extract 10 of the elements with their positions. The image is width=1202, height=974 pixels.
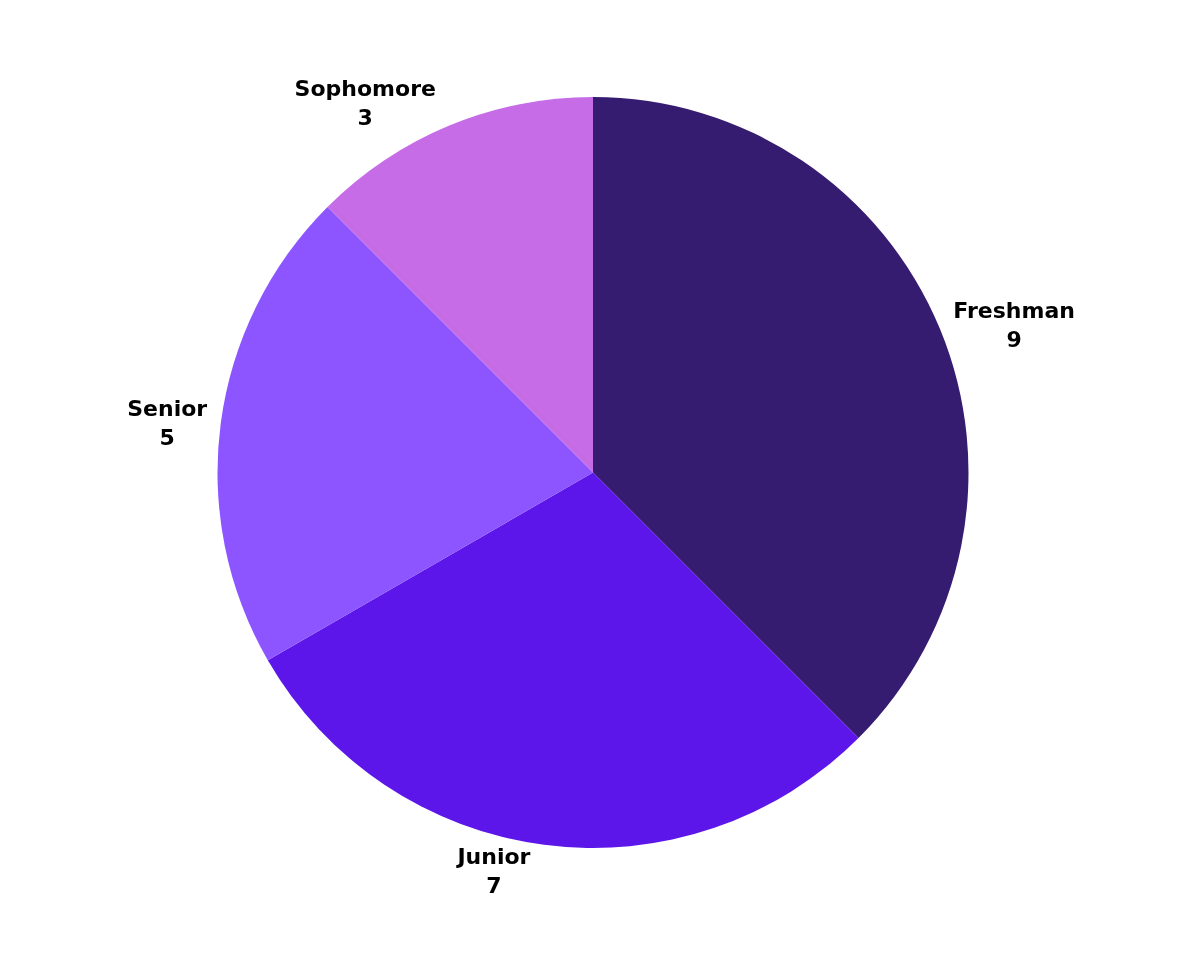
data-label: 7	[486, 872, 502, 898]
slice-label: Senior	[127, 396, 208, 422]
slice-label: Sophomore	[294, 75, 436, 101]
data-label: 5	[159, 424, 175, 450]
slice-label: Junior	[455, 844, 531, 870]
data-label: 3	[357, 104, 373, 130]
pie-slice	[217, 206, 593, 661]
data-label: 9	[1006, 326, 1022, 352]
pie-slice	[267, 472, 859, 848]
slice-label: Freshman	[953, 298, 1075, 324]
